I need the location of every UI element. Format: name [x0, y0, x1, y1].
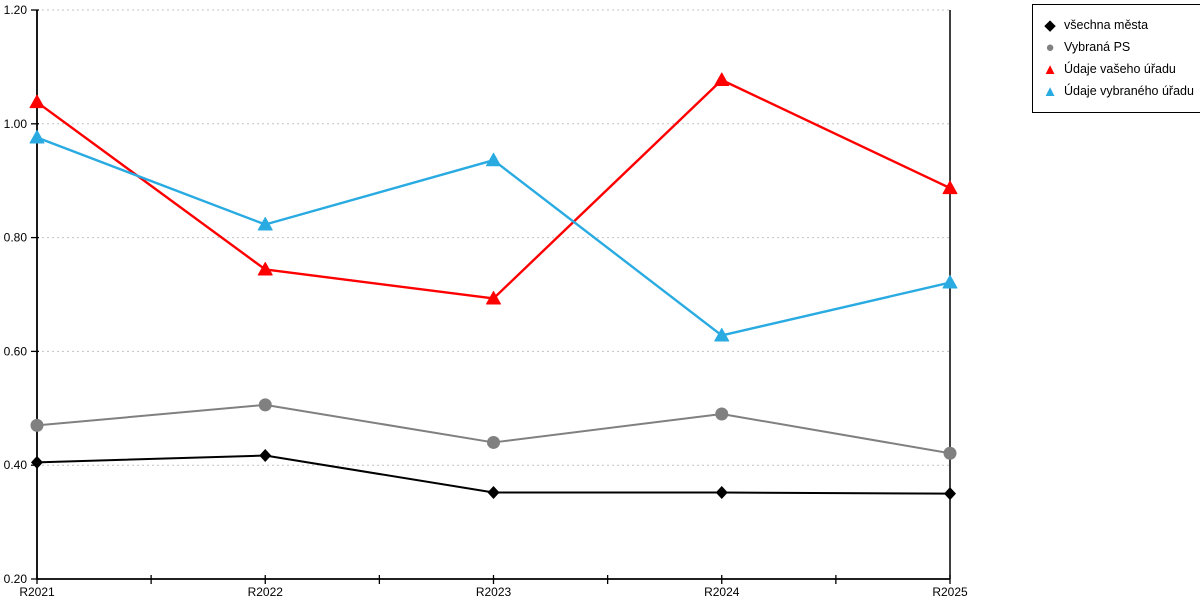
x-tick-label: R2025 — [932, 585, 968, 599]
legend-item: ● Vybraná PS — [1042, 40, 1200, 55]
diamond-marker — [31, 455, 43, 469]
triangle-marker — [257, 217, 273, 231]
triangle-marker — [486, 152, 501, 167]
chart-legend: ◆ všechna města ● Vybraná PS ▲ Údaje vaš… — [1032, 4, 1200, 113]
series-line-3 — [36, 136, 951, 337]
triangle-marker-icon: ▲ — [1042, 61, 1058, 78]
circle-marker — [258, 398, 272, 412]
plot-area: 0.20 0.40 0.60 0.80 1.00 1.20 R2021 R2022 R2023 R… — [4, 3, 968, 599]
circle-marker-icon: ● — [1045, 39, 1055, 56]
diamond-marker — [259, 449, 272, 463]
triangle-marker — [29, 94, 45, 109]
triangle-marker — [942, 180, 958, 195]
circle-marker — [30, 418, 44, 432]
triangle-marker — [942, 275, 958, 289]
diamond-marker-icon: ◆ — [1044, 17, 1056, 34]
x-tick-label: R2024 — [704, 585, 740, 599]
diamond-marker — [487, 486, 500, 500]
legend-label: Údaje vašeho úřadu — [1064, 62, 1176, 76]
circle-marker — [943, 446, 957, 460]
diamond-marker — [715, 486, 728, 500]
triangle-marker — [714, 72, 730, 86]
triangle-marker — [486, 290, 501, 305]
legend-label: všechna města — [1064, 18, 1149, 32]
y-tick-label: 1.20 — [4, 3, 28, 17]
x-tick-label: R2023 — [476, 585, 512, 599]
legend-label: Údaje vybraného úřadu — [1064, 84, 1194, 98]
legend-item: ◆ všechna města — [1042, 18, 1200, 33]
legend-item: ▲ Údaje vašeho úřadu — [1042, 62, 1200, 77]
triangle-marker-icon: ▲ — [1042, 83, 1058, 100]
triangle-marker — [714, 327, 730, 342]
diamond-marker — [944, 487, 956, 501]
circle-marker — [487, 435, 500, 449]
x-tick-label: R2022 — [248, 585, 284, 599]
triangle-marker — [29, 129, 45, 144]
y-tick-label: 0.80 — [4, 231, 28, 245]
legend-label: Vybraná PS — [1064, 40, 1131, 54]
legend-item: ▲ Údaje vybraného úřadu — [1042, 84, 1200, 99]
y-tick-label: 0.60 — [4, 344, 28, 358]
y-tick-label: 1.00 — [4, 117, 28, 131]
triangle-marker — [257, 261, 273, 276]
x-tick-label: R2021 — [19, 585, 55, 599]
circle-marker — [715, 407, 729, 421]
y-tick-label: 0.20 — [4, 572, 28, 586]
y-tick-label: 0.40 — [4, 458, 28, 472]
